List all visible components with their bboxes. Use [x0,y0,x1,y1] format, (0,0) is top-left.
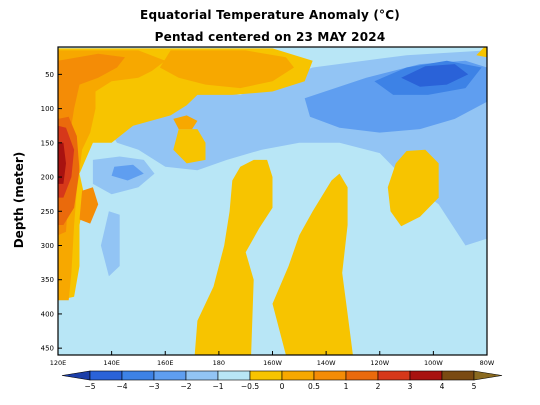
contour-region [173,115,198,130]
contour-region [173,129,206,164]
y-tick-label: 350 [41,276,54,284]
colorbar-label: 0 [280,382,285,391]
x-tick-label: 160W [263,359,282,367]
colorbar-label: −5 [84,382,95,391]
colorbar-label: 1 [344,382,349,391]
contour-region [401,64,469,87]
x-tick-label: 100W [424,359,443,367]
colorbar-label: 3 [408,382,413,391]
y-tick-label: 50 [45,71,54,79]
contour-fills [58,47,487,355]
x-tick-label: 120E [50,359,67,367]
colorbar-swatch [313,370,347,381]
y-tick-label: 250 [41,208,54,216]
colorbar-label: 2 [376,382,381,391]
x-tick-label: 140E [103,359,120,367]
colorbar-swatch [281,370,315,381]
colorbar-label: 5 [472,382,477,391]
x-tick-label: 140W [317,359,336,367]
colorbar-swatch [89,370,123,381]
colorbar-label: 0.5 [308,382,320,391]
x-tick-label: 160E [157,359,174,367]
colorbar-high-triangle [473,370,503,381]
colorbar-swatch [153,370,187,381]
contour-region [100,211,120,277]
x-axis: 120E 140E 160E 180 160W 140W 120W 100W 80W [50,351,495,367]
chart-subtitle: Pentad centered on 23 MAY 2024 [154,30,386,44]
colorbar-swatch [441,370,475,381]
contour-region [58,142,66,184]
contour-region [159,50,294,89]
y-tick-label: 450 [41,345,54,353]
colorbar-label: 4 [440,382,445,391]
colorbar-label: −3 [148,382,159,391]
contour-region [58,53,125,236]
contour-region [79,187,99,224]
y-tick-label: 150 [41,139,54,147]
colorbar-swatch [121,370,155,381]
colorbar-swatch [249,370,283,381]
contour-region [58,50,166,301]
colorbar-swatch [185,370,219,381]
contour-region [272,173,353,355]
contour-region [476,47,487,58]
colorbar-label: −0.5 [241,382,259,391]
y-axis: 50 100 150 200 250 300 350 400 450 [41,71,62,353]
colorbar-low-triangle [61,370,91,381]
y-tick-label: 400 [41,310,54,318]
x-tick-label: 180 [213,359,225,367]
colorbar-swatch [217,370,251,381]
colorbar-swatch [377,370,411,381]
contour-region [387,149,439,227]
x-tick-label: 80W [480,359,495,367]
colorbar-label: −2 [180,382,191,391]
contour-region [111,164,144,181]
colorbar-label: −1 [212,382,223,391]
colorbar-label: −4 [116,382,127,391]
contour-region [58,48,313,301]
y-tick-label: 100 [41,105,54,113]
colorbar-swatch [345,370,379,381]
y-tick-label: 300 [41,242,54,250]
contour-region [194,159,273,355]
y-tick-label: 200 [41,174,54,182]
chart-title: Equatorial Temperature Anomaly (°C) [140,8,400,22]
x-tick-label: 120W [370,359,389,367]
colorbar: −5 −4 −3 −2 −1 −0.5 0 0.5 1 2 3 4 5 [61,370,503,391]
colorbar-swatch [409,370,443,381]
